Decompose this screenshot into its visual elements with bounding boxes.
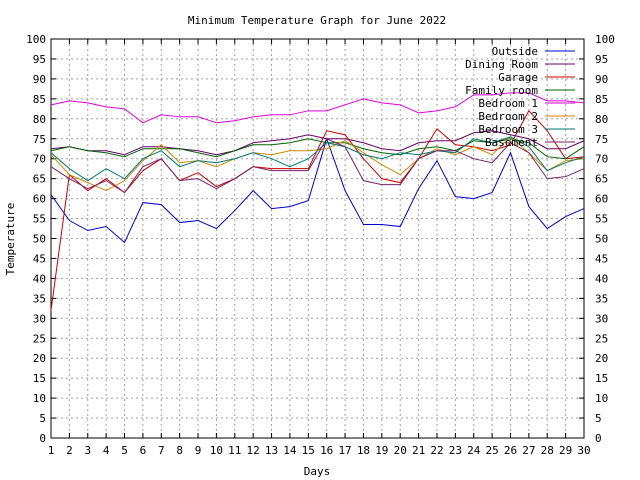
x-tick-label: 19 xyxy=(375,444,388,457)
y-tick-label: 35 xyxy=(33,292,46,305)
series-line-bedroom-1 xyxy=(50,92,585,124)
y-tick-label-right: 30 xyxy=(595,312,608,325)
x-tick-label: 6 xyxy=(140,444,147,457)
x-tick-label: 20 xyxy=(394,444,407,457)
y-tick-label-right: 0 xyxy=(595,432,602,445)
y-tick-label-right: 45 xyxy=(595,252,608,265)
x-tick-label: 14 xyxy=(283,444,297,457)
x-tick-label: 25 xyxy=(485,444,498,457)
legend-label: Bedroom 1 xyxy=(478,97,538,110)
y-tick-label: 65 xyxy=(33,173,46,186)
y-tick-label: 30 xyxy=(33,312,46,325)
y-axis-label: Temperature xyxy=(4,203,17,276)
y-tick-label: 15 xyxy=(33,372,46,385)
y-tick-label-right: 90 xyxy=(595,73,608,86)
x-tick-label: 13 xyxy=(265,444,278,457)
y-tick-label: 100 xyxy=(26,33,46,46)
y-tick-labels-right: 0 5 10 15 20 25 30 35 40 45 50 55 60 65 70 75 80 85 90 95 10… xyxy=(595,33,615,445)
x-tick-label: 2 xyxy=(66,444,73,457)
x-tick-label: 16 xyxy=(320,444,333,457)
y-tick-label: 55 xyxy=(33,213,46,226)
series-line-outside xyxy=(50,137,585,244)
y-tick-label-right: 75 xyxy=(595,133,608,146)
series-line-dining-room xyxy=(50,130,585,156)
y-tick-label-right: 50 xyxy=(595,233,608,246)
x-tick-label: 24 xyxy=(467,444,481,457)
series-lines xyxy=(50,92,585,311)
x-tick-label: 26 xyxy=(504,444,517,457)
x-axis-label: Days xyxy=(304,465,331,478)
x-tick-label: 8 xyxy=(176,444,183,457)
y-tick-label: 0 xyxy=(39,432,46,445)
x-tick-label: 9 xyxy=(195,444,202,457)
x-tick-label: 4 xyxy=(103,444,110,457)
legend-label: Outside xyxy=(492,45,538,58)
y-tick-label-right: 55 xyxy=(595,213,608,226)
series-line-bedroom-3 xyxy=(50,136,585,182)
x-tick-label: 18 xyxy=(357,444,370,457)
y-tick-label: 90 xyxy=(33,73,46,86)
legend-label: Family room xyxy=(465,84,538,97)
y-tick-label: 40 xyxy=(33,272,46,285)
y-tick-label-right: 60 xyxy=(595,193,608,206)
y-tick-label-right: 20 xyxy=(595,352,608,365)
legend-label: Bedroom 2 xyxy=(478,110,538,123)
y-tick-label: 20 xyxy=(33,352,46,365)
x-tick-label: 1 xyxy=(48,444,55,457)
x-tick-label: 23 xyxy=(449,444,462,457)
x-tick-label: 11 xyxy=(228,444,241,457)
y-tick-label: 25 xyxy=(33,332,46,345)
y-tick-label: 5 xyxy=(39,412,46,425)
x-tick-label: 17 xyxy=(338,444,351,457)
y-tick-label-right: 35 xyxy=(595,292,608,305)
y-tick-label: 45 xyxy=(33,252,46,265)
y-tick-label: 70 xyxy=(33,153,46,166)
legend-label: Dining Room xyxy=(465,58,538,71)
x-tick-label: 29 xyxy=(559,444,572,457)
y-tick-label: 50 xyxy=(33,233,46,246)
x-tick-label: 15 xyxy=(302,444,315,457)
y-tick-label-right: 10 xyxy=(595,392,608,405)
y-tick-label: 60 xyxy=(33,193,46,206)
x-tick-label: 21 xyxy=(412,444,425,457)
y-tick-label: 75 xyxy=(33,133,46,146)
y-tick-label-right: 65 xyxy=(595,173,608,186)
x-tick-label: 5 xyxy=(121,444,128,457)
legend-label: Bedroom 3 xyxy=(478,123,538,136)
y-tick-label-right: 5 xyxy=(595,412,602,425)
legend-label: Garage xyxy=(498,71,538,84)
x-tick-label: 30 xyxy=(577,444,590,457)
y-tick-label: 85 xyxy=(33,93,46,106)
y-tick-label-right: 70 xyxy=(595,153,608,166)
y-tick-label-right: 100 xyxy=(595,33,615,46)
x-tick-label: 10 xyxy=(210,444,223,457)
chart-title: Minimum Temperature Graph for June 2022 xyxy=(188,14,446,27)
y-tick-label: 10 xyxy=(33,392,46,405)
x-tick-label: 28 xyxy=(541,444,554,457)
y-tick-labels-left: 0 5 10 15 20 25 30 35 40 45 50 55 60 65 70 75 80 85 90 95 10… xyxy=(26,33,46,445)
grid xyxy=(51,39,584,438)
y-tick-label-right: 85 xyxy=(595,93,608,106)
y-tick-label-right: 40 xyxy=(595,272,608,285)
y-tick-label: 95 xyxy=(33,53,46,66)
x-tick-label: 12 xyxy=(247,444,260,457)
legend-label: Basement xyxy=(485,136,538,149)
series-line-bedroom-2 xyxy=(50,136,585,192)
y-tick-label-right: 80 xyxy=(595,113,608,126)
x-tick-label: 7 xyxy=(158,444,165,457)
y-tick-label-right: 15 xyxy=(595,372,608,385)
y-tick-label: 80 xyxy=(33,113,46,126)
x-tick-label: 27 xyxy=(522,444,535,457)
y-tick-label-right: 25 xyxy=(595,332,608,345)
series-line-basement xyxy=(50,138,585,194)
x-tick-label: 22 xyxy=(430,444,443,457)
x-tick-label: 3 xyxy=(84,444,91,457)
x-tick-labels: 1 2 3 4 5 6 7 8 9 10 11 12 13 14 15 16 17 18 19 20 21 22 23 24 2… xyxy=(48,444,591,457)
y-tick-label-right: 95 xyxy=(595,53,608,66)
